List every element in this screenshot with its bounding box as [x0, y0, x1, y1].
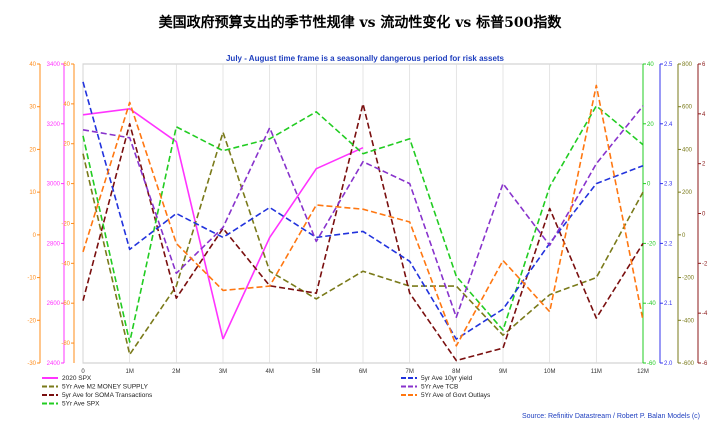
legend-item: 2020 SPX: [42, 375, 92, 382]
y-axis-middle-left: 60 40 20 0 -20 -40 -60 -80: [61, 62, 75, 363]
x-tick-label: 8M: [452, 369, 460, 375]
y-tick-label: 400: [682, 147, 693, 153]
y-tick-label: -600: [682, 361, 695, 367]
y-tick-label: -60: [61, 301, 70, 307]
y-tick-label: 2.2: [664, 241, 673, 247]
y-tick-label: -60: [647, 361, 656, 367]
x-tick-label: 9M: [499, 369, 507, 375]
y-tick-label: 10: [29, 190, 36, 196]
series-line-6: [82, 105, 644, 318]
y-tick-label: -10: [27, 276, 36, 282]
y-tick-label: -6: [702, 361, 708, 367]
x-tick-label: 12M: [637, 369, 649, 375]
legend-item: 5yr Ave for SOMA Transactions: [42, 392, 153, 399]
y-axis-right-3: 800 600 400 200 0 -200 -400 -600: [677, 62, 695, 367]
y-axis-right-1: 40 20 0 -20 -40 -60: [642, 62, 656, 367]
y-tick-label: 0: [33, 233, 37, 239]
y-tick-label: -20: [647, 241, 656, 247]
series-line-7: [82, 84, 644, 347]
chart-source: Source: Refinitiv Datastream / Robert P.…: [522, 413, 700, 420]
x-tick-label: 11M: [591, 369, 602, 375]
series-line-0: [82, 108, 224, 340]
y-tick-label: 2800: [47, 241, 61, 247]
y-tick-label: 6: [702, 62, 706, 68]
y-axis-right-4: 6 4 2 0 -2 -4 -6: [697, 62, 708, 367]
y-tick-label: 40: [647, 62, 654, 68]
series-line-5: [82, 81, 644, 340]
y-tick-label: 3200: [47, 122, 61, 128]
chart-subtitle: July - August time frame is a seasonally…: [226, 54, 505, 63]
y-tick-label: -80: [61, 341, 70, 347]
y-tick-label: 2400: [47, 361, 61, 367]
y-tick-label: 20: [29, 147, 36, 153]
chart-title: 美国政府预算支出的季节性规律 vs 流动性变化 vs 标普500指数: [159, 14, 563, 31]
legend-label: 5Yr Ave SPX: [62, 401, 100, 408]
x-tick-label: 2M: [172, 369, 180, 375]
y-tick-label: 30: [29, 105, 36, 111]
y-tick-label: -2: [702, 261, 708, 267]
x-tick-label: 10M: [544, 369, 556, 375]
y-tick-label: 0: [67, 182, 71, 188]
legend-item: 5Yr Ave of Govt Outlays: [401, 392, 491, 399]
legend-label: 5Yr Ave of Govt Outlays: [421, 392, 491, 399]
legend-item: 5Yr Ave M2 MONEY SUPPLY: [42, 384, 149, 391]
series-line-3: [82, 103, 644, 362]
y-tick-label: -20: [27, 318, 36, 324]
x-tick-label: 3M: [219, 369, 227, 375]
y-tick-label: 2.4: [664, 122, 673, 128]
x-tick-label: 6M: [359, 369, 367, 375]
y-tick-label: 20: [63, 142, 70, 148]
x-tick-label: 1M: [125, 369, 133, 375]
y-axis-right-2: 2.5 2.4 2.3 2.2 2.1 2.0: [659, 62, 673, 367]
series-line-1: [222, 146, 364, 340]
legend-label: 2020 SPX: [62, 375, 92, 382]
y-tick-label: 2.5: [664, 62, 673, 68]
y-tick-label: 0: [702, 212, 706, 218]
y-tick-label: 40: [29, 62, 36, 68]
y-tick-label: 2: [702, 162, 706, 168]
series-line-4: [82, 105, 644, 343]
y-tick-label: -20: [61, 221, 70, 227]
y-axis-outer-left: 40 30 20 10 0 -10 -20 -30: [27, 62, 41, 367]
y-tick-label: 600: [682, 105, 693, 111]
legend-item: 5Yr Ave SPX: [42, 401, 100, 408]
y-tick-label: 2600: [47, 301, 61, 307]
y-tick-label: -30: [27, 361, 36, 367]
y-tick-label: 20: [647, 122, 654, 128]
series-line-2: [82, 131, 644, 356]
y-tick-label: 800: [682, 62, 693, 68]
y-tick-label: 60: [63, 62, 70, 68]
y-axis-inner-left: 3400 3200 3000 2800 2600 2400: [47, 62, 65, 367]
y-tick-label: 4: [702, 112, 706, 118]
legend-label: 5Yr Ave M2 MONEY SUPPLY: [62, 384, 149, 391]
y-tick-label: 3400: [47, 62, 61, 68]
x-tick-label: 7M: [405, 369, 413, 375]
legend-item: 5yr Ave 10yr yield: [401, 375, 473, 382]
x-tick-label: 0: [81, 369, 85, 375]
y-tick-label: -400: [682, 318, 695, 324]
y-tick-label: 2.0: [664, 361, 673, 367]
y-tick-label: 2.3: [664, 182, 673, 188]
y-tick-label: -40: [61, 261, 70, 267]
y-tick-label: 0: [682, 233, 686, 239]
legend-item: 5Yr Ave TCB: [401, 384, 458, 391]
legend-label: 5yr Ave 10yr yield: [421, 375, 473, 382]
y-tick-label: 0: [647, 182, 651, 188]
legend-label: 5Yr Ave TCB: [421, 384, 458, 391]
y-tick-label: 200: [682, 190, 693, 196]
y-tick-label: -40: [647, 301, 656, 307]
legend-label: 5yr Ave for SOMA Transactions: [62, 392, 153, 399]
x-tick-label: 5M: [312, 369, 320, 375]
y-tick-label: 40: [63, 102, 70, 108]
x-tick-label: 4M: [265, 369, 273, 375]
y-tick-label: -4: [702, 311, 708, 317]
y-tick-label: -200: [682, 276, 695, 282]
y-tick-label: 2.1: [664, 301, 673, 307]
y-tick-label: 3000: [47, 182, 61, 188]
